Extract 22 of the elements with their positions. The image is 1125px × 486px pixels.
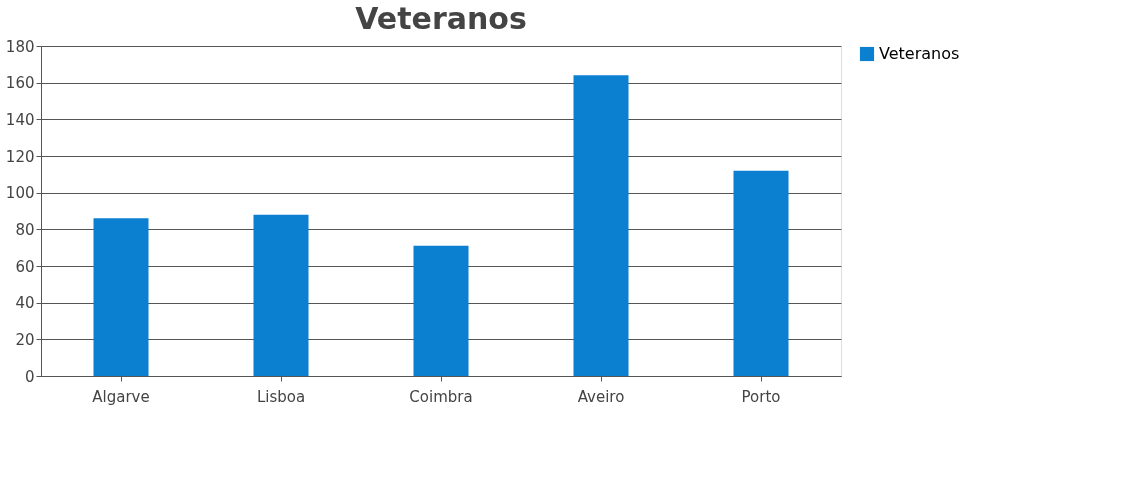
y-tick-label: 20 (15, 330, 35, 349)
bar (413, 245, 469, 376)
bar (253, 214, 309, 376)
y-tick-label: 60 (15, 257, 35, 276)
y-tick-label: 0 (24, 367, 35, 386)
x-tick-label: Aveiro (577, 387, 625, 406)
y-tick-label: 180 (5, 37, 35, 56)
x-tick-label: Lisboa (256, 387, 306, 406)
bar (733, 170, 789, 376)
x-tick-label: Porto (741, 387, 781, 406)
y-tick-label: 140 (5, 110, 35, 129)
x-tick-label: Algarve (92, 387, 150, 406)
y-tick-label: 120 (5, 147, 35, 166)
x-tick-label: Coimbra (409, 387, 473, 406)
bar (573, 75, 629, 376)
y-tick-label: 40 (15, 294, 35, 313)
y-tick-label: 160 (5, 74, 35, 93)
y-tick-label: 100 (5, 184, 35, 203)
chart-title: Veteranos (355, 1, 527, 36)
legend-label: Veteranos (879, 44, 960, 63)
y-tick-label: 80 (15, 220, 35, 239)
bar (93, 218, 149, 376)
